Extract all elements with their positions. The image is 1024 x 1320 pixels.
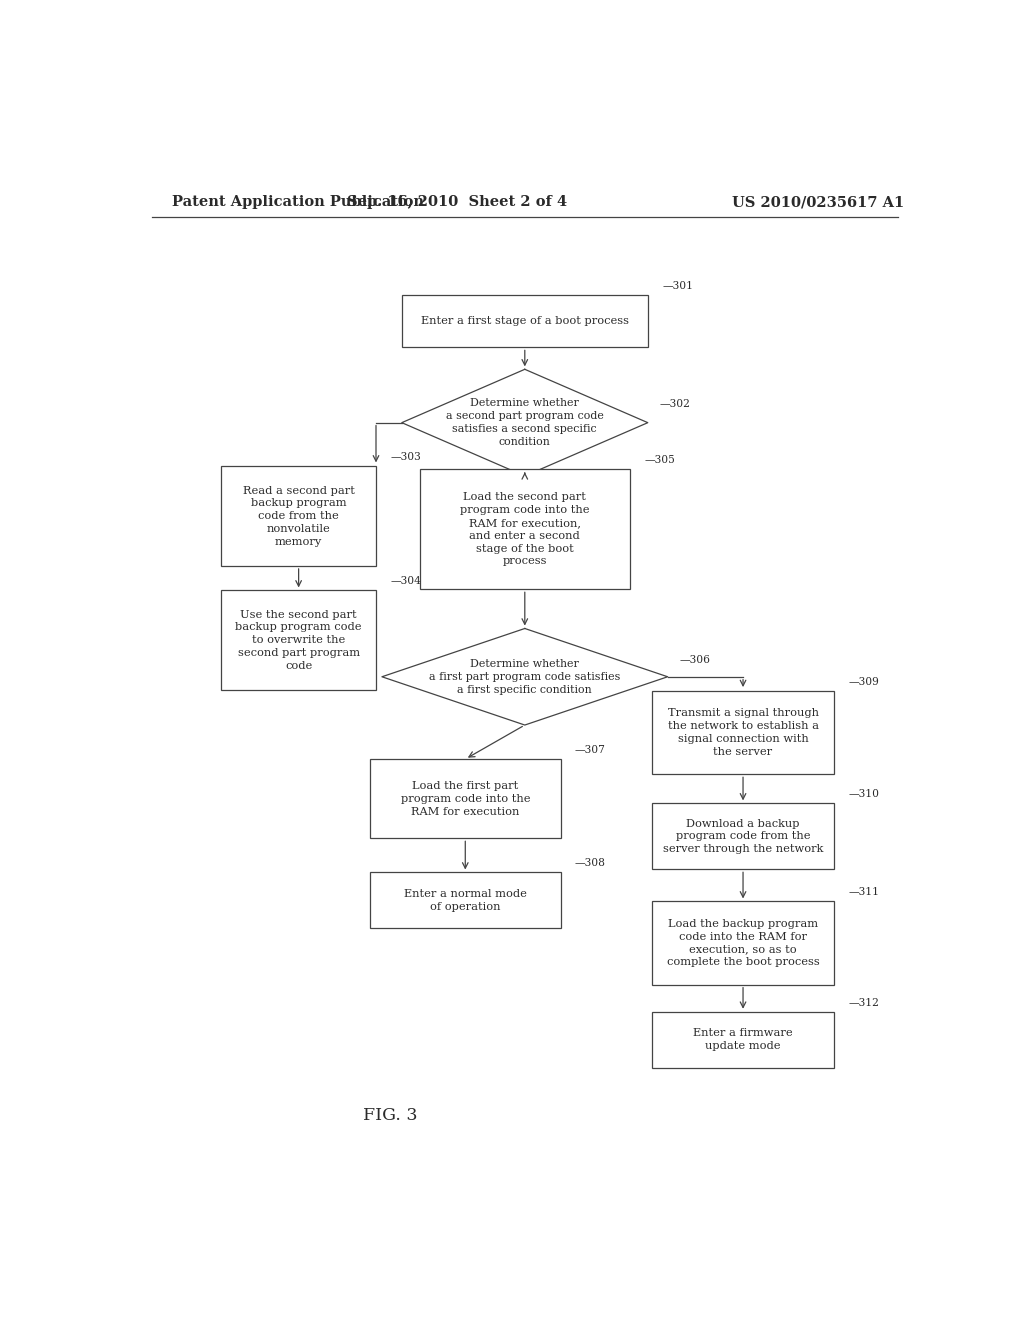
Text: Use the second part
backup program code
to overwrite the
second part program
cod: Use the second part backup program code … — [236, 610, 361, 671]
FancyBboxPatch shape — [401, 294, 648, 347]
FancyBboxPatch shape — [370, 759, 560, 838]
Text: Enter a normal mode
of operation: Enter a normal mode of operation — [403, 888, 526, 912]
Text: —312: —312 — [849, 998, 880, 1007]
Text: —301: —301 — [663, 281, 693, 290]
Text: —309: —309 — [849, 677, 880, 686]
FancyBboxPatch shape — [652, 902, 835, 985]
FancyBboxPatch shape — [370, 873, 560, 928]
Text: Enter a first stage of a boot process: Enter a first stage of a boot process — [421, 315, 629, 326]
Text: —305: —305 — [644, 455, 675, 466]
Text: Load the first part
program code into the
RAM for execution: Load the first part program code into th… — [400, 781, 530, 817]
FancyBboxPatch shape — [420, 470, 630, 589]
Text: Transmit a signal through
the network to establish a
signal connection with
the : Transmit a signal through the network to… — [668, 709, 818, 756]
Text: —302: —302 — [659, 399, 690, 409]
Text: —304: —304 — [390, 577, 421, 586]
Text: Patent Application Publication: Patent Application Publication — [172, 195, 424, 209]
FancyBboxPatch shape — [221, 590, 376, 690]
Text: —310: —310 — [849, 789, 880, 799]
Text: Download a backup
program code from the
server through the network: Download a backup program code from the … — [663, 818, 823, 854]
FancyBboxPatch shape — [652, 1011, 835, 1068]
Text: —303: —303 — [390, 453, 421, 462]
Text: Sep. 16, 2010  Sheet 2 of 4: Sep. 16, 2010 Sheet 2 of 4 — [347, 195, 567, 209]
Text: Load the second part
program code into the
RAM for execution,
and enter a second: Load the second part program code into t… — [460, 492, 590, 566]
Text: Determine whether
a second part program code
satisfies a second specific
conditi: Determine whether a second part program … — [445, 399, 604, 447]
Text: Read a second part
backup program
code from the
nonvolatile
memory: Read a second part backup program code f… — [243, 486, 354, 546]
FancyBboxPatch shape — [652, 690, 835, 775]
Text: Load the backup program
code into the RAM for
execution, so as to
complete the b: Load the backup program code into the RA… — [667, 919, 819, 968]
Text: Enter a firmware
update mode: Enter a firmware update mode — [693, 1028, 793, 1051]
Text: —311: —311 — [849, 887, 880, 898]
FancyBboxPatch shape — [221, 466, 376, 566]
Text: US 2010/0235617 A1: US 2010/0235617 A1 — [732, 195, 904, 209]
Text: —306: —306 — [680, 655, 711, 665]
Text: —308: —308 — [574, 858, 606, 869]
Text: —307: —307 — [574, 744, 605, 755]
Text: FIG. 3: FIG. 3 — [362, 1107, 417, 1125]
Text: Determine whether
a first part program code satisfies
a first specific condition: Determine whether a first part program c… — [429, 659, 621, 694]
FancyBboxPatch shape — [652, 804, 835, 870]
